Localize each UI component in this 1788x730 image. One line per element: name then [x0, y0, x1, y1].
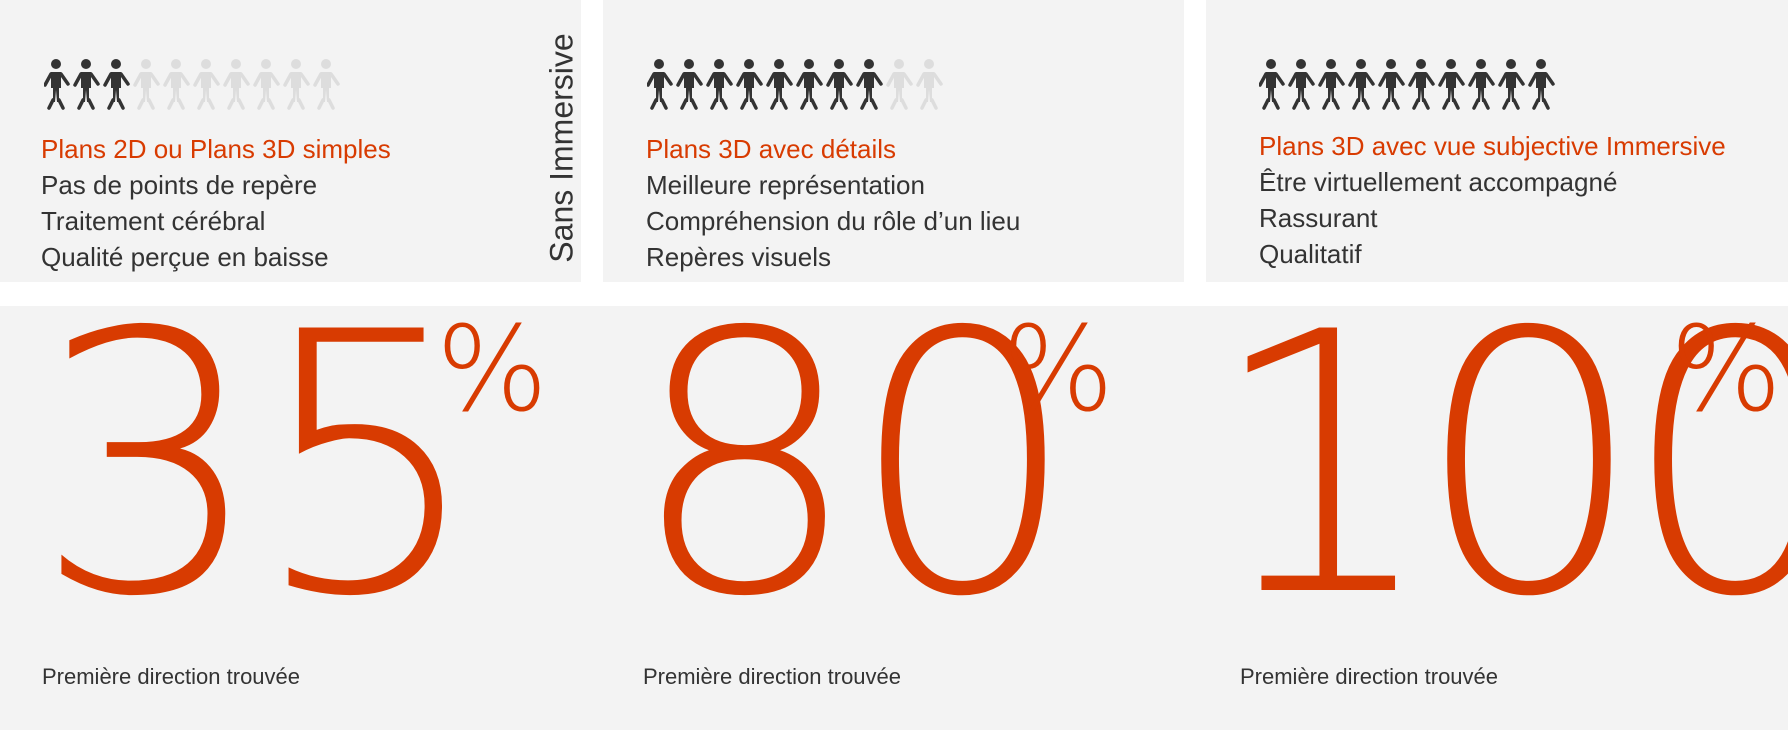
- person-active-icon: [856, 59, 883, 110]
- people-icons: [647, 59, 943, 110]
- person-active-icon: [796, 59, 823, 110]
- stat-value: 35: [34, 256, 482, 675]
- person-active-icon: [1259, 59, 1285, 110]
- stat-caption: Première direction trouvée: [1240, 664, 1499, 689]
- stat-block: 80 % Première direction trouvée: [600, 286, 1200, 730]
- stats-panel: [0, 306, 1788, 730]
- person-active-icon: [103, 59, 130, 110]
- person-active-icon: [766, 59, 793, 110]
- card-title: Plans 3D avec détails: [646, 134, 897, 164]
- stat-unit: %: [436, 300, 549, 438]
- person-inactive-icon: [223, 59, 250, 110]
- person-active-icon: [1348, 59, 1375, 110]
- stat-unit: %: [1002, 300, 1115, 438]
- person-inactive-icon: [193, 59, 220, 110]
- card-line: Rassurant: [1259, 203, 1378, 233]
- card-title: Plans 3D avec vue subjective Immersive: [1259, 131, 1726, 161]
- stat-value: 80: [630, 256, 1078, 675]
- card-3d-immersive: Plans 3D avec vue subjective Immersive Ê…: [1206, 0, 1788, 282]
- person-inactive-icon: [163, 59, 190, 110]
- card-line: Pas de points de repère: [41, 170, 318, 200]
- person-inactive-icon: [916, 59, 943, 110]
- person-inactive-icon: [133, 59, 160, 110]
- stat-value: 100: [1208, 256, 1788, 675]
- card-3d-details: Plans 3D avec détails Meilleure représen…: [603, 0, 1184, 282]
- card-line: Compréhension du rôle d’un lieu: [646, 206, 1021, 236]
- stat-block: 100 % Première direction trouvée: [1200, 286, 1788, 730]
- card-line: Repères visuels: [646, 242, 831, 272]
- stat-caption: Première direction trouvée: [42, 664, 301, 689]
- person-active-icon: [1498, 59, 1525, 110]
- person-active-icon: [1318, 59, 1345, 110]
- card-line: Traitement cérébral: [41, 206, 266, 236]
- person-inactive-icon: [283, 59, 310, 110]
- person-active-icon: [73, 59, 100, 110]
- person-active-icon: [1528, 59, 1555, 110]
- card-line: Qualitatif: [1259, 239, 1362, 269]
- person-active-icon: [44, 59, 70, 110]
- card-line: Qualité perçue en baisse: [41, 242, 329, 272]
- person-active-icon: [1438, 59, 1465, 110]
- person-active-icon: [647, 59, 673, 110]
- person-inactive-icon: [253, 59, 280, 110]
- side-label: Sans Immersive: [543, 33, 580, 263]
- person-active-icon: [1468, 59, 1495, 110]
- person-active-icon: [706, 59, 733, 110]
- people-rating: [44, 58, 344, 112]
- stat-block: 35 % Première direction trouvée: [0, 286, 600, 730]
- card-line: Meilleure représentation: [646, 170, 925, 200]
- people-rating: [1259, 58, 1559, 112]
- person-active-icon: [676, 59, 703, 110]
- person-active-icon: [1378, 59, 1405, 110]
- person-active-icon: [826, 59, 853, 110]
- card-2d-plans: Plans 2D ou Plans 3D simples Pas de poin…: [0, 0, 581, 282]
- person-inactive-icon: [313, 59, 340, 110]
- person-active-icon: [1288, 59, 1315, 110]
- card-title: Plans 2D ou Plans 3D simples: [41, 134, 391, 164]
- person-inactive-icon: [886, 59, 913, 110]
- person-active-icon: [736, 59, 763, 110]
- person-active-icon: [1408, 59, 1435, 110]
- people-icons: [1259, 59, 1555, 110]
- card-line: Être virtuellement accompagné: [1259, 167, 1618, 197]
- people-rating: [647, 58, 947, 112]
- people-icons: [44, 59, 340, 110]
- stat-unit: %: [1670, 300, 1783, 438]
- stat-caption: Première direction trouvée: [643, 664, 902, 689]
